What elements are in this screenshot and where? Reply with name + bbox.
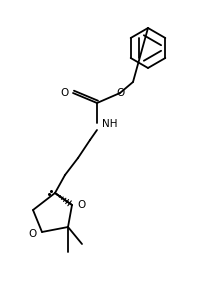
Text: O: O xyxy=(77,200,85,210)
Text: O: O xyxy=(60,88,69,98)
Text: O: O xyxy=(116,88,124,98)
Text: NH: NH xyxy=(101,119,117,129)
Text: O: O xyxy=(29,229,37,239)
